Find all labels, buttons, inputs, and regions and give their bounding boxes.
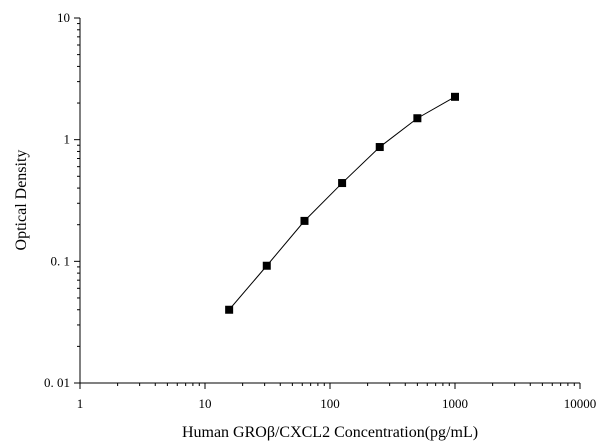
- data-point-marker: [451, 92, 459, 101]
- data-point-marker: [413, 114, 422, 123]
- x-tick-label: 10: [199, 396, 212, 411]
- y-tick-label: 10: [57, 10, 70, 25]
- axes: [79, 18, 580, 384]
- y-ticks: 0. 01 0. 1 1 10: [44, 10, 80, 390]
- data-point-marker: [262, 261, 271, 270]
- x-tick-label: 10000: [564, 396, 597, 411]
- x-tick-label: 100: [320, 396, 340, 411]
- data-point-marker: [338, 179, 347, 188]
- data-point-marker: [225, 305, 234, 314]
- series-line: [228, 96, 456, 311]
- y-tick-label: 0. 01: [44, 375, 70, 390]
- y-tick-label: 0. 1: [51, 253, 71, 268]
- data-point-marker: [300, 216, 309, 225]
- x-tick-label: 1000: [442, 396, 468, 411]
- x-ticks: 1 10 100 1000 10000: [77, 383, 597, 411]
- x-axis-title: Human GROβ/CXCL2 Concentration(pg/mL): [182, 424, 478, 441]
- x-tick-label: 1: [77, 396, 84, 411]
- y-axis-title: Optical Density: [13, 150, 30, 251]
- data-point-marker: [375, 143, 384, 152]
- y-tick-label: 1: [64, 132, 71, 147]
- series-layer: [225, 92, 459, 314]
